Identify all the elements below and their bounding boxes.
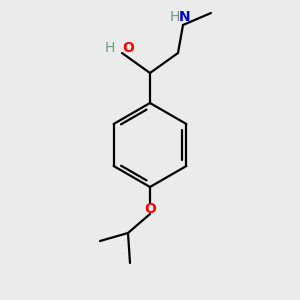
Text: H: H: [170, 10, 180, 24]
Text: H: H: [105, 41, 115, 55]
Text: O: O: [122, 41, 134, 55]
Text: N: N: [179, 10, 191, 24]
Text: O: O: [144, 202, 156, 216]
